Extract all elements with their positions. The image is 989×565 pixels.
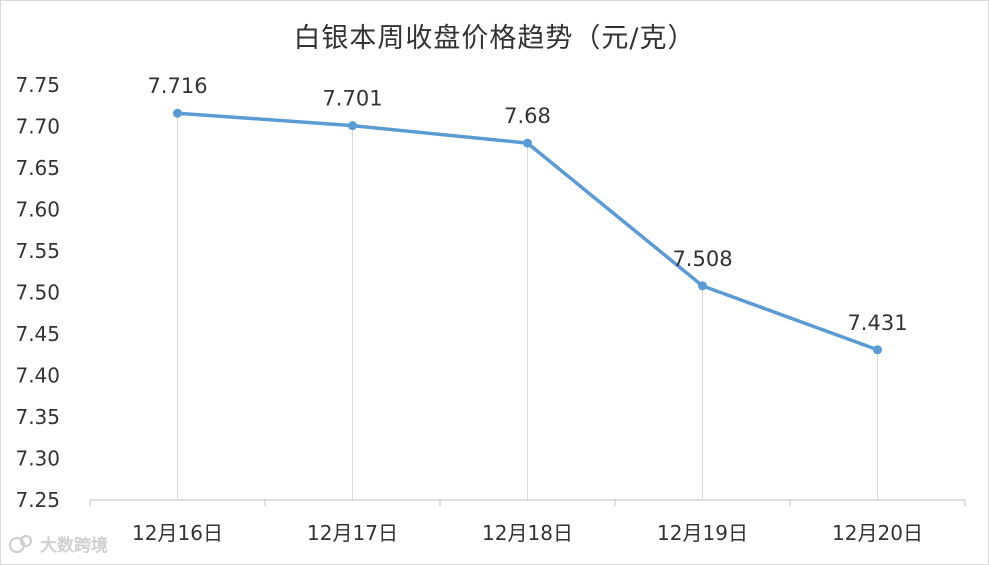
x-tick-label-4: 12月20日 (832, 521, 923, 545)
data-label-0: 7.716 (147, 74, 207, 98)
y-tick-label-4: 7.45 (15, 322, 60, 346)
logo-icon (8, 534, 33, 553)
y-tick-label-6: 7.55 (15, 239, 60, 263)
x-tick-label-0: 12月16日 (132, 521, 223, 545)
data-label-1: 7.701 (322, 87, 382, 111)
data-point-4 (873, 345, 882, 355)
data-point-0 (173, 108, 182, 118)
chart-title: 白银本周收盘价格趋势（元/克） (293, 23, 696, 54)
y-tick-label-7: 7.60 (15, 198, 60, 222)
data-point-3 (698, 281, 707, 291)
y-tick-label-0: 7.25 (15, 488, 60, 512)
y-tick-label-9: 7.70 (15, 115, 60, 139)
data-label-4: 7.431 (847, 311, 907, 335)
y-tick-label-10: 7.75 (15, 73, 60, 97)
y-tick-label-5: 7.50 (15, 281, 60, 305)
data-point-1 (348, 121, 357, 131)
y-tick-label-1: 7.30 (15, 447, 60, 471)
watermark-text: 大数跨境 (40, 536, 108, 556)
x-tick-label-1: 12月17日 (307, 521, 398, 545)
data-label-3: 7.508 (672, 247, 732, 271)
data-point-2 (523, 138, 532, 148)
y-tick-label-2: 7.35 (15, 405, 60, 429)
x-tick-label-2: 12月18日 (482, 521, 573, 545)
y-tick-label-8: 7.65 (15, 156, 60, 180)
data-label-2: 7.68 (504, 104, 551, 128)
x-tick-label-3: 12月19日 (657, 521, 748, 545)
y-tick-label-3: 7.40 (15, 364, 60, 388)
watermark: 大数跨境 (8, 531, 108, 556)
